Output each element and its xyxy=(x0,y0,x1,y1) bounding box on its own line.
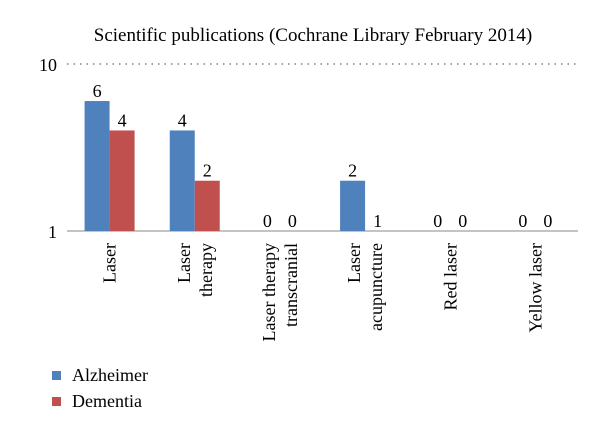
bar-dementia-1 xyxy=(194,180,220,231)
data-label-dementia-3: 1 xyxy=(373,211,382,231)
x-tick-label-2-1: transcranial xyxy=(281,243,301,327)
x-tick-label-4-0: Red laser xyxy=(440,243,460,310)
x-tick-label-0-0: Laser xyxy=(100,243,120,283)
chart-title: Scientific publications (Cochrane Librar… xyxy=(94,25,532,46)
legend-swatch-dementia xyxy=(52,396,61,406)
data-label-alzheimer-5: 0 xyxy=(518,211,527,231)
data-label-dementia-2: 0 xyxy=(288,211,297,231)
x-tick-label-1-1: therapy xyxy=(196,243,216,297)
bar-alzheimer-3 xyxy=(340,180,366,231)
data-label-alzheimer-0: 6 xyxy=(93,81,102,101)
x-tick-label-1-0: Laser xyxy=(174,243,194,283)
y-tick-10: 10 xyxy=(39,55,57,75)
legend-swatch-alzheimer xyxy=(52,370,61,380)
x-tick-label-2-0: Laser therapy xyxy=(259,243,279,341)
legend-label-alzheimer: Alzheimer xyxy=(72,364,148,385)
data-label-alzheimer-4: 0 xyxy=(433,211,442,231)
bar-alzheimer-0 xyxy=(84,101,110,232)
x-tick-label-3-0: Laser xyxy=(344,243,364,283)
data-label-dementia-0: 4 xyxy=(118,110,127,130)
data-label-alzheimer-2: 0 xyxy=(263,211,272,231)
data-label-dementia-4: 0 xyxy=(458,211,467,231)
x-tick-label-5-0: Yellow laser xyxy=(525,243,545,333)
legend-item-dementia: Dementia xyxy=(52,388,148,414)
x-tick-label-3-1: acupuncture xyxy=(366,243,386,331)
data-label-dementia-5: 0 xyxy=(543,211,552,231)
legend: Alzheimer Dementia xyxy=(52,362,148,414)
data-label-alzheimer-1: 4 xyxy=(178,110,187,130)
data-label-dementia-1: 2 xyxy=(203,161,212,181)
y-tick-1: 1 xyxy=(48,222,57,242)
bar-alzheimer-1 xyxy=(169,130,195,231)
bar-dementia-0 xyxy=(109,130,135,231)
legend-label-dementia: Dementia xyxy=(72,390,142,411)
legend-item-alzheimer: Alzheimer xyxy=(52,362,148,388)
data-label-alzheimer-3: 2 xyxy=(348,161,357,181)
